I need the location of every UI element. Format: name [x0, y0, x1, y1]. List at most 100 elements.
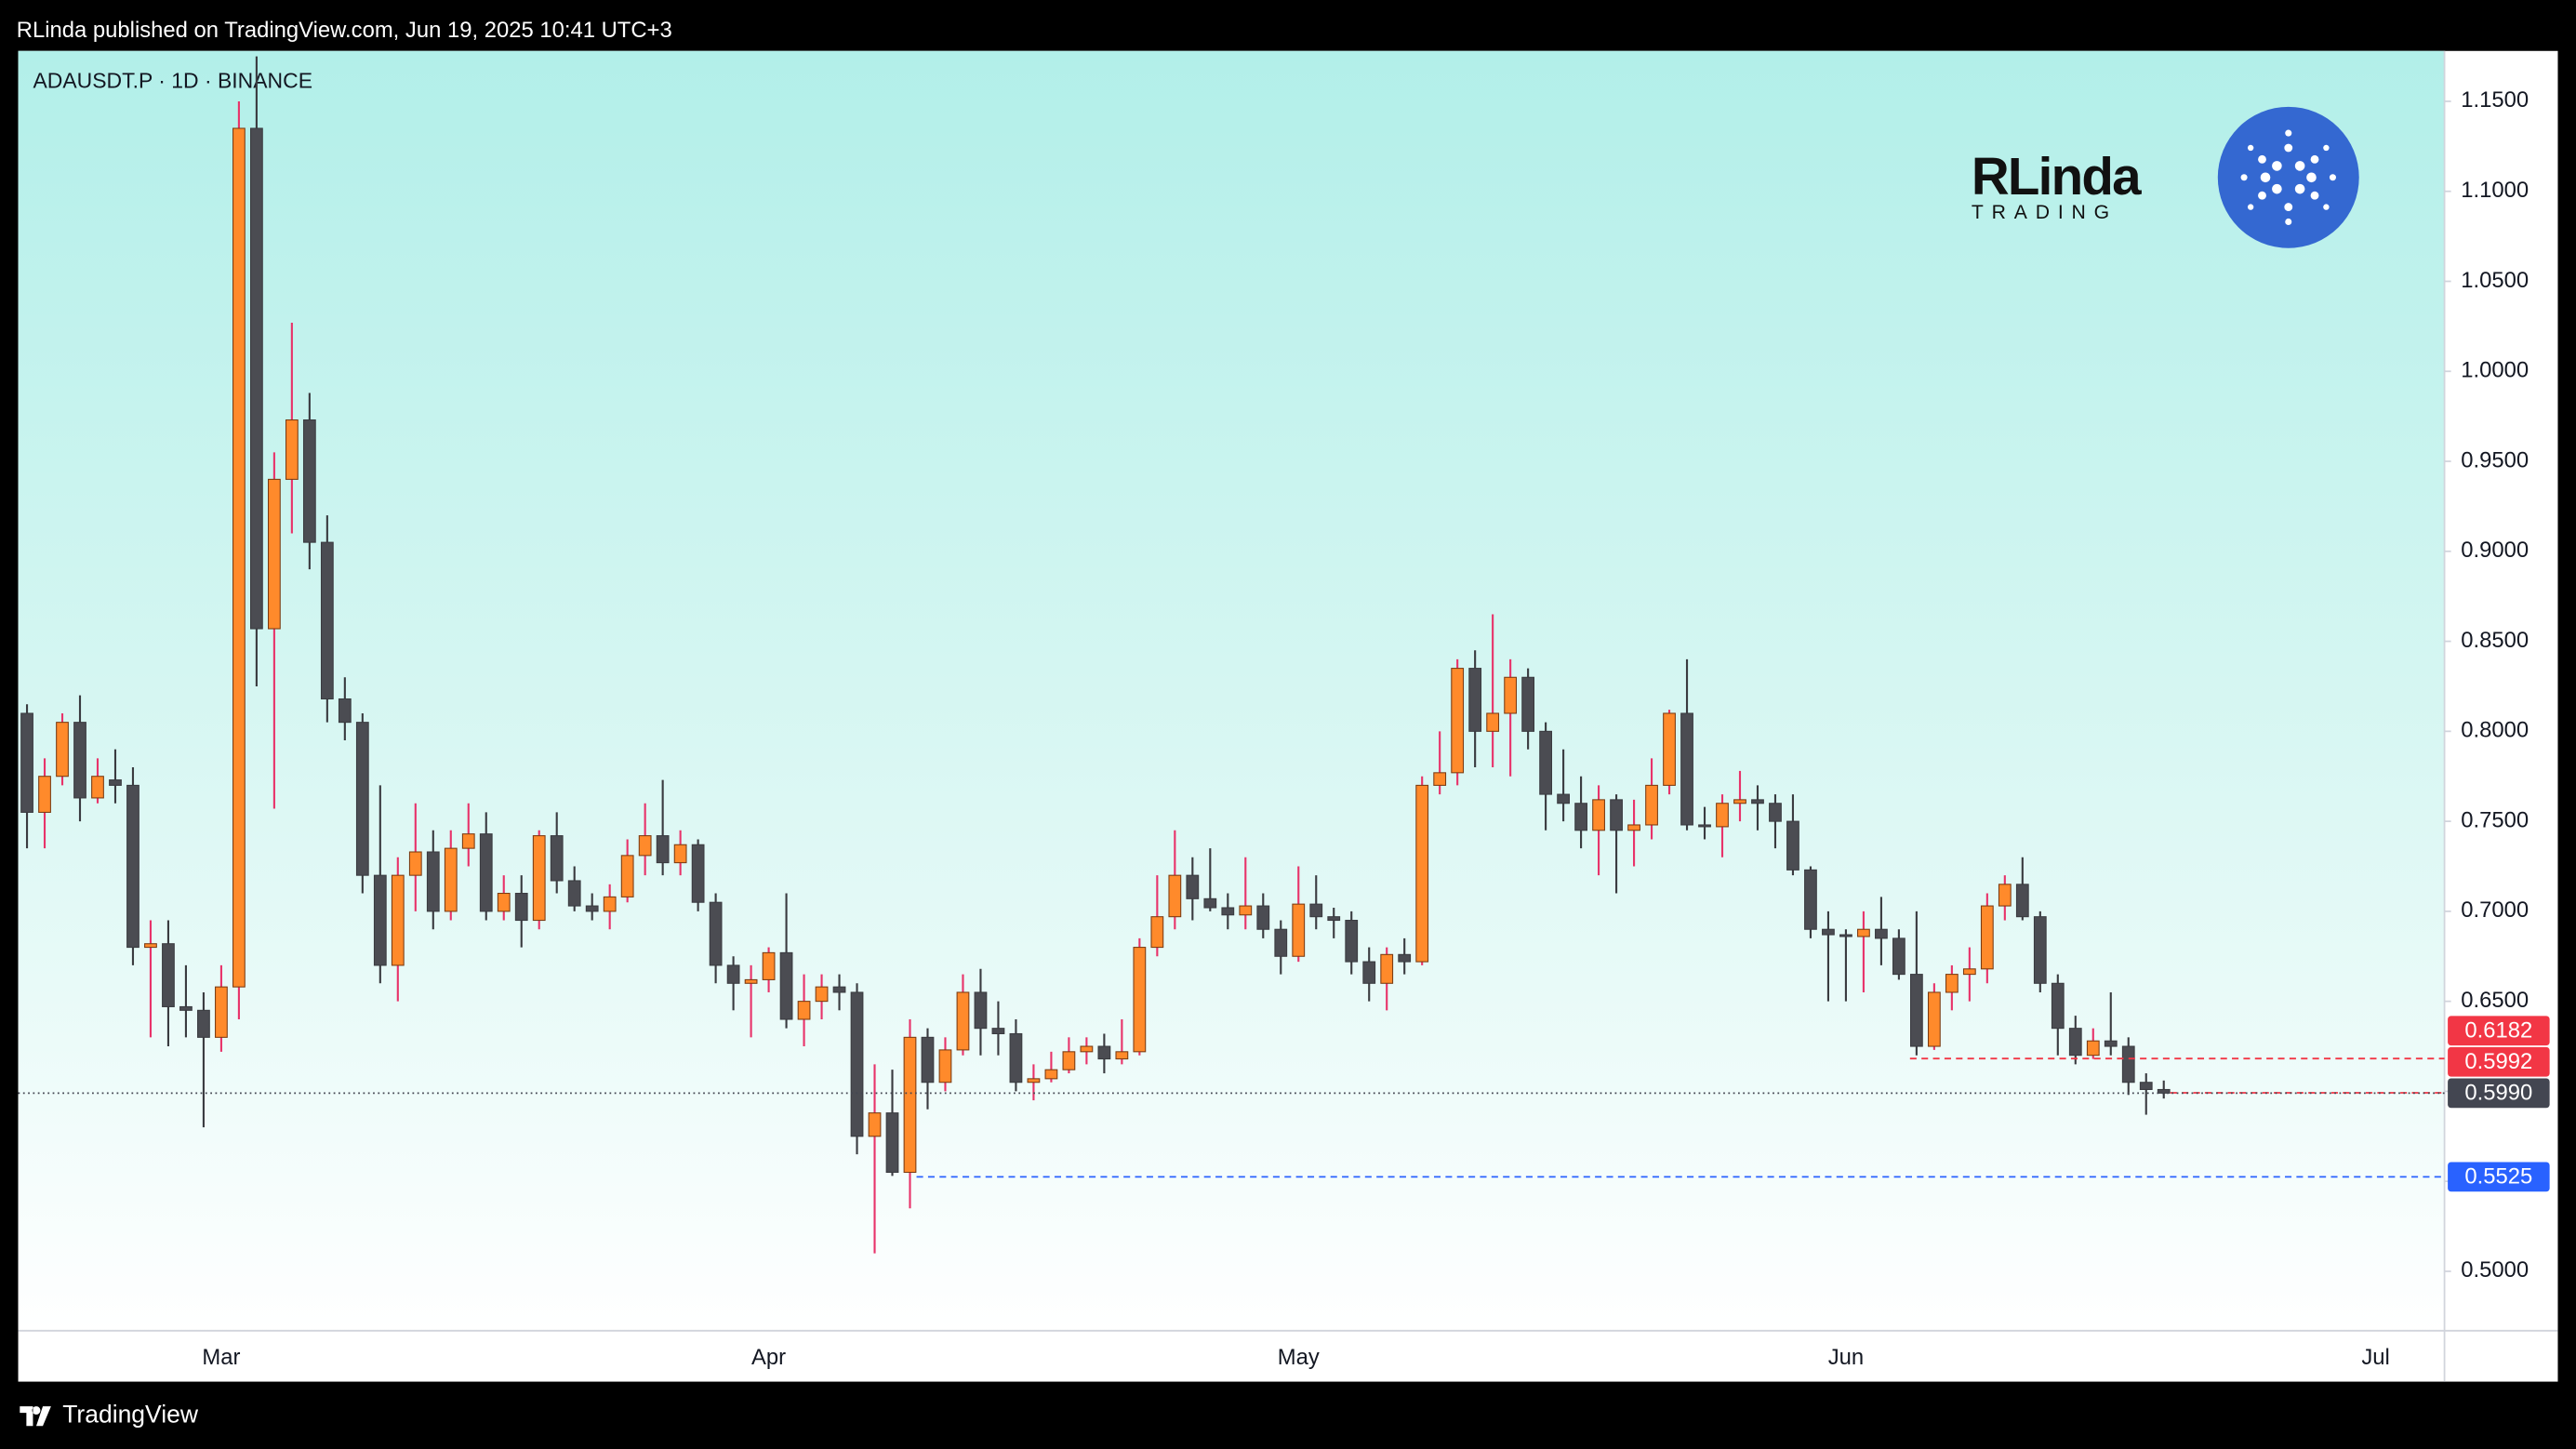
candle-body [1115, 1051, 1129, 1060]
candle-body [1309, 903, 1323, 918]
candle-body [1962, 968, 1976, 976]
plot-area [18, 50, 2445, 1331]
candle-body [726, 964, 740, 984]
candle-body [885, 1112, 899, 1174]
candle-body [408, 851, 422, 876]
candle-body [38, 776, 51, 813]
x-tick-label: Mar [202, 1345, 240, 1370]
candle-body [285, 419, 299, 480]
candle-body [1592, 799, 1605, 831]
candle-body [1804, 869, 1817, 930]
candle-body [762, 951, 776, 980]
candle-body [956, 991, 970, 1051]
candle-body [1680, 712, 1693, 826]
candle-body [514, 892, 528, 922]
candle-body [1557, 793, 1570, 804]
candle-body [1822, 928, 1835, 936]
candle-body [461, 833, 475, 849]
candle-body [497, 892, 511, 912]
candle-body [1610, 799, 1623, 831]
candle-body [1186, 874, 1200, 899]
candle-body [850, 991, 864, 1137]
candle-body [232, 127, 246, 988]
candle-body [1769, 803, 1782, 822]
candle-body [1927, 991, 1941, 1047]
candle-body [1698, 824, 1711, 828]
candle-body [1398, 953, 1412, 963]
candle-body [815, 986, 829, 1003]
candle-body [215, 986, 228, 1038]
candle-body [1433, 772, 1447, 786]
brand-name: TradingView [62, 1401, 199, 1429]
x-tick-label: May [1278, 1345, 1320, 1370]
candle-body [991, 1028, 1005, 1035]
y-tick-label: 0.8500 [2461, 628, 2529, 653]
candle-body [2157, 1088, 2171, 1094]
candle-body [691, 844, 705, 903]
candle-body [1062, 1051, 1076, 1070]
candle-body [479, 833, 493, 912]
candle-body [1239, 905, 1253, 916]
candle-body [673, 844, 687, 864]
candle-body [938, 1049, 952, 1083]
candle-body [302, 419, 316, 543]
candle-body [144, 943, 157, 949]
candle-body [426, 851, 440, 912]
candle-body [355, 722, 369, 876]
rlinda-logo: RLinda TRADING [1972, 147, 2144, 223]
candle-body [1080, 1045, 1094, 1053]
candle-body [338, 698, 352, 724]
candle-body [1327, 916, 1341, 922]
tradingview-brand: TradingView [20, 1401, 199, 1429]
candle-body [1663, 712, 1676, 786]
candle-body [1786, 820, 1799, 871]
candle-body [532, 835, 546, 922]
x-tick-label: Jun [1828, 1345, 1864, 1370]
candle-body [1751, 799, 1764, 804]
candle-body [126, 784, 139, 949]
candle-body [779, 951, 793, 1020]
candle-body [1274, 928, 1288, 957]
symbol-label: ADAUSDT.P · 1D · BINANCE [33, 68, 312, 92]
candle-body [868, 1112, 882, 1137]
price-label: 0.5990 [2464, 1081, 2532, 1106]
candle-body [744, 978, 758, 984]
candle-body [585, 905, 599, 912]
candle-body [2139, 1082, 2153, 1091]
candle-body [444, 847, 458, 912]
candle-body [1133, 947, 1147, 1053]
candle-body [1486, 712, 1500, 732]
candle-body [1892, 937, 1905, 976]
candle-body [109, 779, 122, 786]
candle-body [162, 943, 175, 1007]
candle-body [709, 901, 723, 966]
logo-tagline: TRADING [1972, 202, 2118, 223]
candle-body [2104, 1040, 2118, 1047]
candle-body [1292, 903, 1306, 957]
candle-body [603, 896, 617, 912]
candle-body [1009, 1032, 1023, 1083]
price-label: 0.5992 [2464, 1049, 2532, 1074]
candle-body [2086, 1040, 2100, 1057]
candle-body [832, 986, 846, 993]
candle-body [1980, 905, 1994, 970]
y-tick-label: 1.1500 [2461, 87, 2529, 113]
candle-body [638, 835, 652, 857]
price-label: 0.5525 [2464, 1164, 2532, 1190]
candle-body [391, 874, 405, 966]
candle-body [1574, 803, 1587, 831]
candle-body [1627, 824, 1640, 831]
cardano-circle [2217, 106, 2359, 248]
candle-body [1468, 668, 1482, 732]
candle-body [1945, 974, 1959, 993]
price-label-box [2448, 1016, 2550, 1046]
candle-body [1415, 784, 1429, 963]
candle-body [1256, 905, 1270, 930]
y-tick-label: 0.8000 [2461, 718, 2529, 743]
candle-body [1150, 916, 1164, 949]
candle-body [250, 127, 263, 630]
x-tick-label: Apr [751, 1345, 786, 1370]
y-tick-label: 0.5000 [2461, 1257, 2529, 1283]
candle-body [567, 880, 581, 907]
